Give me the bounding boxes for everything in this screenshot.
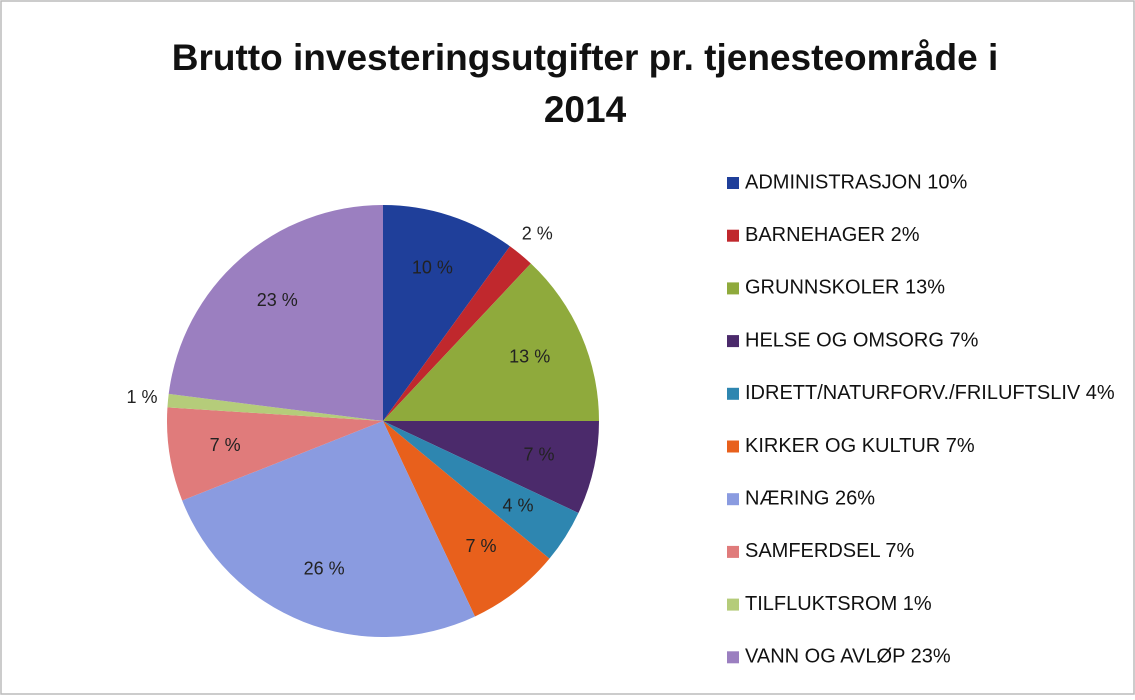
legend-text: IDRETT/NATURFORV./FRILUFTSLIV 4% xyxy=(745,382,1115,404)
legend-swatch xyxy=(727,282,739,295)
legend-swatch xyxy=(727,177,739,189)
legend-swatch xyxy=(727,598,739,611)
legend-swatch xyxy=(727,440,739,453)
legend-swatch xyxy=(727,493,739,506)
pie-slice xyxy=(167,393,383,421)
legend-text: SAMFERDSEL 7% xyxy=(745,540,915,562)
pie-slice xyxy=(168,205,383,421)
legend-text: HELSE OG OMSORG 7% xyxy=(745,329,979,351)
data-label: 4 % xyxy=(502,495,533,515)
legend-text: KIRKER OG KULTUR 7% xyxy=(745,435,975,457)
legend-text: VANN OG AVLØP 23% xyxy=(745,646,951,668)
legend-text: GRUNNSKOLER 13% xyxy=(745,277,945,299)
legend-swatch xyxy=(727,651,739,664)
data-label: 1 % xyxy=(127,387,158,407)
legend-swatch xyxy=(727,229,739,242)
legend-swatch xyxy=(727,335,739,348)
data-label: 13 % xyxy=(509,346,550,366)
data-label: 10 % xyxy=(412,258,453,278)
data-label: 2 % xyxy=(522,223,553,243)
pie-slice xyxy=(383,263,599,421)
legend-text: TILFLUKTSROM 1% xyxy=(745,593,932,615)
legend-swatch xyxy=(727,545,739,558)
pie-slice xyxy=(383,421,550,617)
pie-slice xyxy=(383,421,599,513)
chart-title: Brutto investeringsutgifter pr. tjeneste… xyxy=(172,37,998,78)
legend-swatch xyxy=(727,387,739,400)
pie-slice xyxy=(383,205,510,421)
legend-text: ADMINISTRASJON 10% xyxy=(745,171,967,193)
pie-slice xyxy=(383,421,579,559)
legend-text: BARNEHAGER 2% xyxy=(745,224,920,246)
pie-slice xyxy=(182,421,475,637)
data-label: 7 % xyxy=(210,435,241,455)
data-label: 23 % xyxy=(257,290,298,310)
pie-slice xyxy=(167,407,383,501)
legend-text: NÆRING 26% xyxy=(745,487,875,509)
data-label: 7 % xyxy=(523,445,554,465)
data-label: 26 % xyxy=(304,558,345,578)
pie-slice xyxy=(383,246,531,421)
data-label: 7 % xyxy=(465,536,496,556)
chart-title: 2014 xyxy=(544,89,627,130)
